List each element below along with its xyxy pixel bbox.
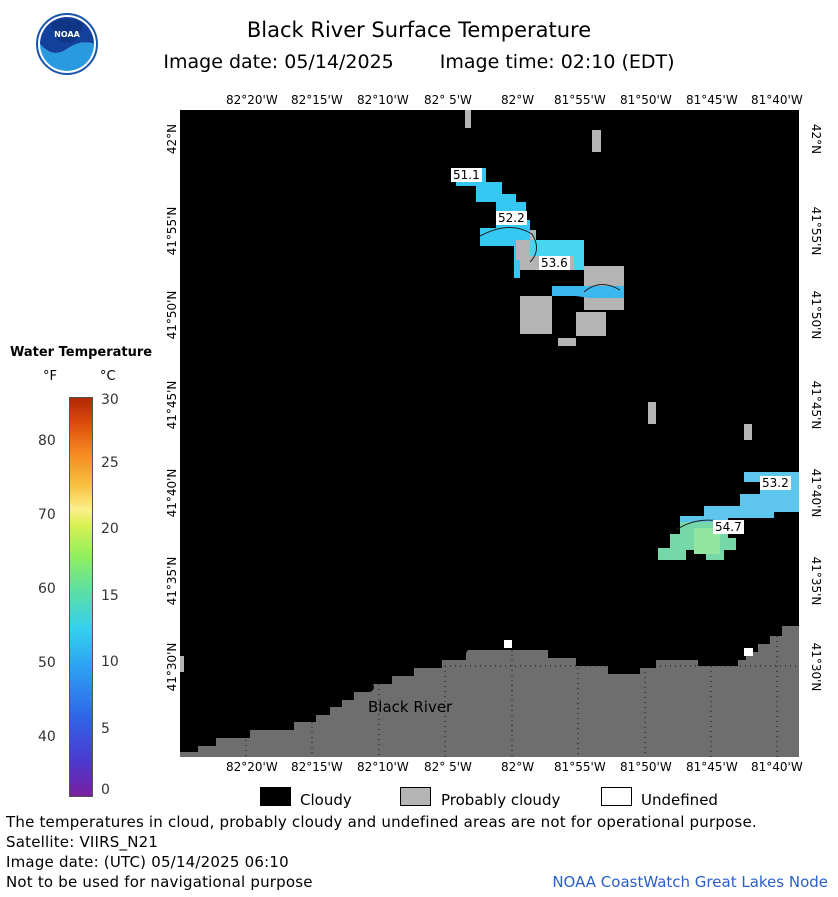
cloudy-swatch — [260, 787, 291, 806]
lat-tick-left: 41°30'N — [165, 642, 179, 692]
image-time: Image time: 02:10 (EDT) — [439, 51, 675, 73]
cloud-cover — [180, 110, 799, 757]
temp-label: 53.6 — [539, 256, 570, 270]
lat-tick-left: 41°45'N — [165, 380, 179, 430]
probably-cloudy-swatch — [400, 787, 431, 806]
lon-tick-top: 82° 5'W — [424, 93, 472, 107]
temp-label: 51.1 — [451, 168, 482, 182]
lat-tick-right: 41°50'N — [809, 290, 823, 340]
lat-tick-right: 41°30'N — [809, 642, 823, 692]
lon-tick-top: 82°20'W — [226, 93, 278, 107]
lon-tick-top: 81°50'W — [620, 93, 672, 107]
utc-date: Image date: (UTC) 05/14/2025 06:10 — [6, 853, 289, 871]
lon-tick-bottom: 82°15'W — [291, 760, 343, 774]
temp-label: 53.2 — [760, 476, 791, 490]
land-area — [180, 626, 799, 757]
undefined-swatch — [601, 787, 632, 806]
undefined-pixel — [504, 640, 512, 648]
legend-title: Water Temperature — [10, 345, 153, 360]
image-date: Image date: 05/14/2025 — [163, 51, 394, 73]
page-title: Black River Surface Temperature — [246, 18, 592, 42]
temp-label: 52.2 — [496, 211, 527, 225]
lat-tick-left: 41°40'N — [165, 468, 179, 518]
f-tick: 50 — [38, 655, 56, 671]
credit: NOAA CoastWatch Great Lakes Node — [552, 873, 828, 891]
c-tick: 25 — [101, 455, 119, 471]
lat-tick-right: 41°35'N — [809, 556, 823, 606]
lat-tick-left: 41°55'N — [165, 206, 179, 256]
temperature-map — [180, 110, 799, 757]
map-key: Cloudy Probably cloudy Undefined — [0, 787, 838, 811]
f-tick: 70 — [38, 507, 56, 523]
disclaimer: The temperatures in cloud, probably clou… — [6, 813, 757, 831]
lon-tick-bottom: 82° 5'W — [424, 760, 472, 774]
c-tick: 10 — [101, 654, 119, 670]
lon-tick-top: 81°55'W — [554, 93, 606, 107]
undefined-label: Undefined — [641, 791, 718, 809]
probably-cloudy-label: Probably cloudy — [441, 791, 561, 809]
c-tick: 15 — [101, 588, 119, 604]
f-tick: 60 — [38, 581, 56, 597]
lon-tick-bottom: 82°W — [501, 760, 535, 774]
nav-warning: Not to be used for navigational purpose — [6, 873, 313, 891]
lat-tick-right: 41°45'N — [809, 380, 823, 430]
undefined-pixel — [744, 648, 753, 656]
c-tick: 0 — [101, 782, 110, 798]
lon-tick-bottom: 81°45'W — [686, 760, 738, 774]
lat-tick-right: 41°55'N — [809, 206, 823, 256]
black-river-marker — [364, 682, 374, 692]
c-tick: 20 — [101, 521, 119, 537]
f-tick: 40 — [38, 729, 56, 745]
lon-tick-top: 82°W — [501, 93, 535, 107]
c-tick: 30 — [101, 392, 119, 408]
lat-tick-left: 41°50'N — [165, 290, 179, 340]
lon-tick-bottom: 82°10'W — [357, 760, 409, 774]
prob-cloud-patch — [180, 656, 184, 672]
temp-label: 54.7 — [713, 520, 744, 534]
cloudy-label: Cloudy — [300, 791, 352, 809]
lat-tick-left: 42°N — [165, 123, 179, 155]
place-label: Black River — [368, 698, 453, 716]
lon-tick-bottom: 81°55'W — [554, 760, 606, 774]
noaa-logo-icon: NOAA — [36, 13, 98, 75]
unit-fahrenheit: °F — [43, 369, 57, 384]
temperature-colorbar — [69, 397, 93, 797]
lon-tick-top: 81°40'W — [751, 93, 803, 107]
lon-tick-bottom: 81°40'W — [751, 760, 803, 774]
lat-tick-right: 42°N — [809, 123, 823, 155]
c-tick: 5 — [101, 721, 110, 737]
lat-tick-left: 41°35'N — [165, 556, 179, 606]
lon-tick-top: 82°15'W — [291, 93, 343, 107]
lon-tick-top: 81°45'W — [686, 93, 738, 107]
satellite: Satellite: VIIRS_N21 — [6, 833, 159, 851]
logo-text: NOAA — [54, 30, 80, 39]
f-tick: 80 — [38, 433, 56, 449]
subtitle: Image date: 05/14/2025 Image time: 02:10… — [0, 51, 838, 73]
lat-tick-right: 41°40'N — [809, 468, 823, 518]
lon-tick-bottom: 82°20'W — [226, 760, 278, 774]
lon-tick-bottom: 81°50'W — [620, 760, 672, 774]
lon-tick-top: 82°10'W — [357, 93, 409, 107]
unit-celsius: °C — [100, 369, 116, 384]
grid-lines — [245, 636, 799, 757]
